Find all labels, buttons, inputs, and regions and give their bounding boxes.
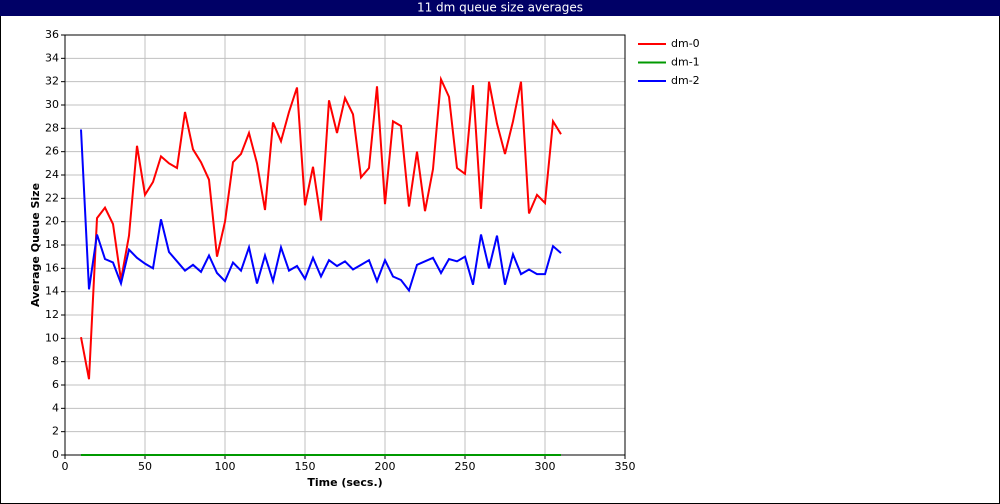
x-axis-label: Time (secs.) (307, 476, 382, 489)
x-tick-label: 0 (62, 460, 69, 473)
y-tick-label: 30 (45, 98, 59, 111)
y-tick-label: 20 (45, 215, 59, 228)
y-tick-label: 26 (45, 145, 59, 158)
x-tick-label: 50 (138, 460, 152, 473)
legend-label: dm-1 (671, 56, 700, 69)
y-tick-label: 8 (52, 355, 59, 368)
y-tick-label: 6 (52, 378, 59, 391)
title-bar (0, 0, 1000, 16)
y-tick-label: 16 (45, 261, 59, 274)
x-tick-label: 100 (215, 460, 236, 473)
y-tick-label: 0 (52, 448, 59, 461)
x-tick-label: 300 (535, 460, 556, 473)
series-line (80, 75, 562, 380)
y-tick-label: 36 (45, 28, 59, 41)
legend-label: dm-2 (671, 74, 700, 87)
y-tick-label: 28 (45, 121, 59, 134)
y-tick-label: 24 (45, 168, 59, 181)
x-tick-label: 200 (375, 460, 396, 473)
y-tick-label: 18 (45, 238, 59, 251)
y-axis-label: Average Queue Size (29, 183, 42, 307)
y-tick-label: 12 (45, 308, 59, 321)
series-line (80, 129, 562, 293)
y-tick-label: 34 (45, 51, 59, 64)
y-tick-label: 32 (45, 75, 59, 88)
x-tick-label: 150 (295, 460, 316, 473)
y-tick-label: 4 (52, 401, 59, 414)
y-tick-label: 14 (45, 285, 59, 298)
legend-label: dm-0 (671, 37, 700, 50)
x-tick-label: 250 (455, 460, 476, 473)
chart-title: 11 dm queue size averages (417, 1, 583, 15)
y-tick-label: 2 (52, 425, 59, 438)
y-tick-label: 22 (45, 191, 59, 204)
y-tick-label: 10 (45, 331, 59, 344)
x-tick-label: 350 (615, 460, 636, 473)
